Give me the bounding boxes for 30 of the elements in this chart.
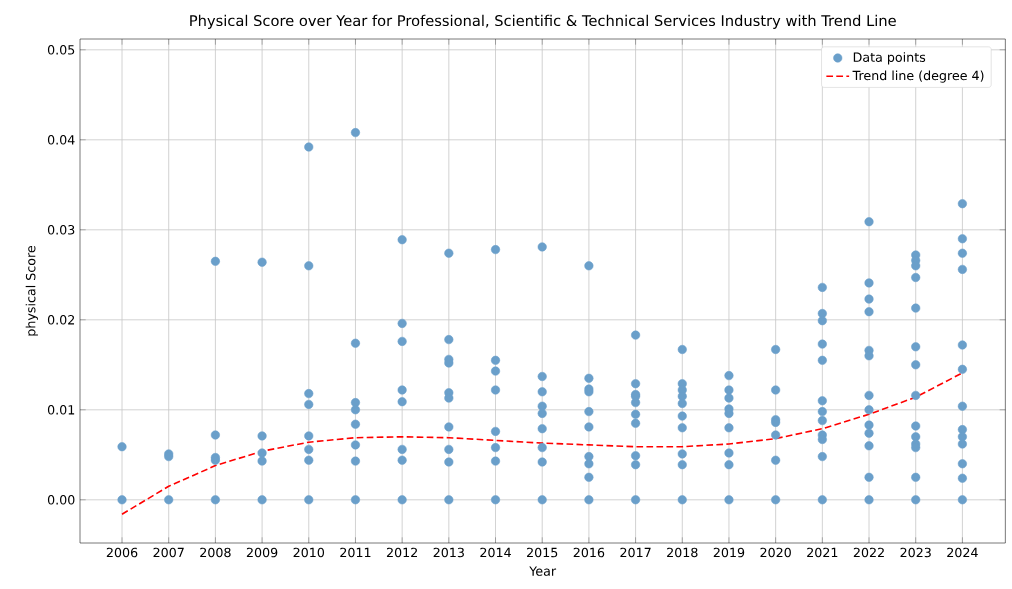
y-tick-label: 0.03: [47, 225, 75, 235]
x-tick-label: 2015: [527, 547, 558, 558]
x-tick-label: 2014: [480, 547, 511, 558]
x-tick-label: 2021: [807, 547, 838, 558]
x-tick-label: 2012: [386, 547, 417, 558]
x-axis-title: Year: [529, 566, 557, 576]
x-tick-label: 2016: [573, 547, 605, 558]
y-axis-title: physical Score: [25, 245, 38, 336]
x-tick-label: 2022: [853, 547, 884, 558]
y-tick-label: 0.01: [47, 405, 75, 415]
x-tick-label: 2019: [713, 547, 745, 558]
x-tick-label: 2010: [293, 547, 325, 558]
x-tick-label: 2013: [433, 547, 464, 558]
x-tick-label: 2018: [667, 547, 698, 558]
x-tick-label: 2020: [760, 547, 791, 558]
legend-label: Trend line (degree 4): [852, 70, 984, 83]
y-tick-label: 0.05: [47, 45, 75, 55]
x-tick-label: 2023: [900, 547, 931, 558]
chart-title: Physical Score over Year for Professional, Scientific & Technical Services Industry with Trend Line: [190, 14, 896, 29]
x-tick-label: 2024: [947, 547, 978, 558]
legend-label: Data points: [853, 52, 926, 65]
x-tick-label: 2008: [200, 547, 231, 558]
x-tick-label: 2009: [246, 547, 278, 558]
y-tick-label: 0.00: [47, 495, 75, 505]
x-tick-label: 2006: [106, 547, 138, 558]
y-tick-label: 0.04: [47, 135, 75, 145]
x-tick-label: 2011: [340, 547, 371, 558]
y-tick-label: 0.02: [47, 315, 75, 325]
x-tick-label: 2007: [153, 547, 184, 558]
x-tick-label: 2017: [620, 547, 651, 558]
